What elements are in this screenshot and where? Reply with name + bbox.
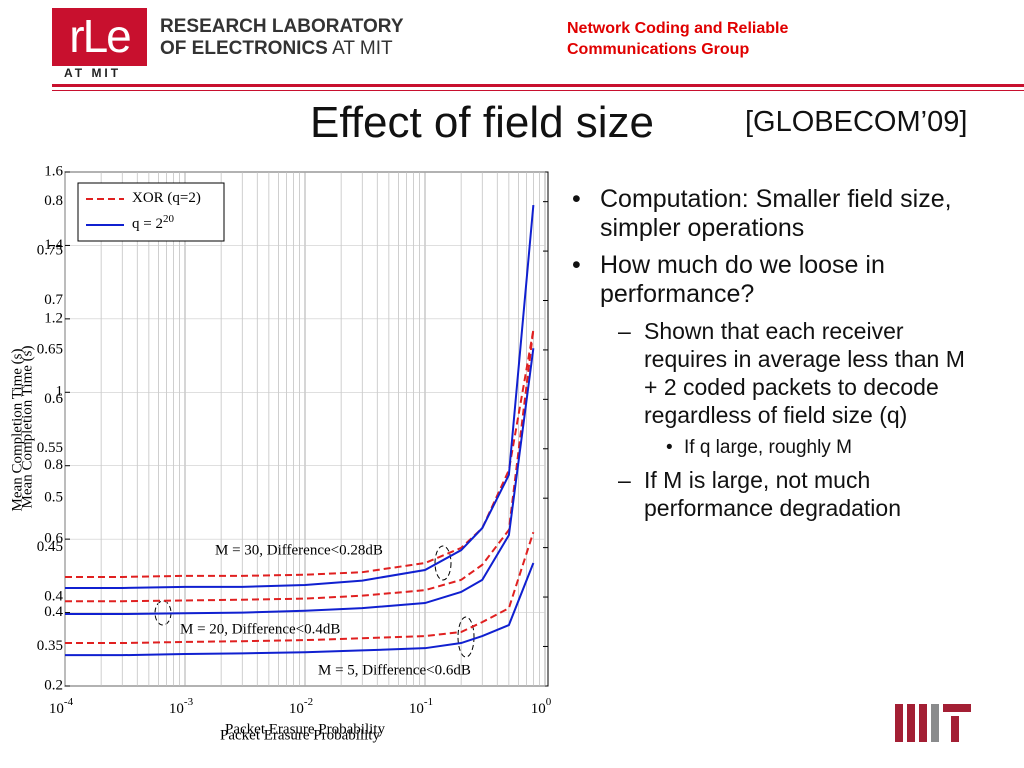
y2-tick-label: 0.45 <box>37 539 63 555</box>
bullet: If M is large, not much performance degr… <box>560 466 980 522</box>
logo-sub: AT MIT <box>64 66 122 80</box>
legend-label: q = 220 <box>132 213 174 233</box>
x-tick-exponent: -2 <box>304 696 313 708</box>
series-line <box>65 329 535 603</box>
series-line <box>65 562 535 657</box>
legend-label: XOR (q=2) <box>132 190 201 206</box>
slide-title: Effect of field size <box>310 98 655 147</box>
y2-tick-label: 0.8 <box>44 193 63 209</box>
y-tick-label: 1.2 <box>44 310 63 326</box>
lab-line1: RESEARCH LABORATORY <box>160 16 404 37</box>
x-tick-exponent: -1 <box>424 696 433 708</box>
y2-tick-label: 0.4 <box>44 588 63 604</box>
x-axis-label: Packet Erasure Probability <box>220 727 380 743</box>
header-rule <box>52 84 1024 87</box>
header-rule-thin <box>52 90 1024 91</box>
y-tick-label: 1.4 <box>44 237 63 253</box>
x-tick-label: 10-1 <box>409 696 433 718</box>
bullet: Computation: Smaller field size, simpler… <box>560 185 980 243</box>
x-tick-base: 10 <box>289 701 304 717</box>
x-tick-base: 10 <box>49 701 64 717</box>
group-line2: Communications Group <box>567 41 750 58</box>
y2-tick-label: 0.5 <box>44 490 63 506</box>
callout-ellipse <box>457 616 475 658</box>
chart: 10-4 10-3 10-2 10-1 1000.20.40.60.811.21.41.… <box>9 163 552 743</box>
y2-tick-label: 0.75 <box>37 243 63 259</box>
bullet: If q large, roughly M <box>560 435 980 460</box>
logo-text: rLe <box>69 10 131 62</box>
y-tick-label: 1.6 <box>44 163 63 179</box>
series-line <box>65 531 535 645</box>
x-tick-base: 10 <box>409 701 424 717</box>
lab-line2-suffix: AT MIT <box>332 38 393 59</box>
bullet-list: Computation: Smaller field size, simpler… <box>560 185 980 528</box>
series-line <box>65 204 535 589</box>
y2-tick-label: 0.6 <box>44 391 63 407</box>
lab-line2: OF ELECTRONICS AT MIT <box>160 38 393 60</box>
logo-box: rLe <box>52 8 147 66</box>
group-line1: Network Coding and Reliable <box>567 20 789 37</box>
legend-name: XOR (q=2) <box>132 190 201 206</box>
y2-tick-label: 0.65 <box>37 341 63 357</box>
legend-name: q = 2 <box>132 216 163 232</box>
y-tick-label: 0.4 <box>44 604 63 620</box>
y2-tick-label: 0.7 <box>44 292 63 308</box>
bullet: How much do we loose in performance? <box>560 251 980 309</box>
y-tick-label: 0.2 <box>44 677 63 693</box>
bullet: Shown that each receiver requires in ave… <box>560 317 980 429</box>
group-name: Network Coding and Reliable Communication… <box>567 18 788 60</box>
y-axis-label: Mean Completion Time (s) <box>9 349 25 512</box>
lab-line2-text: OF ELECTRONICS <box>160 38 328 59</box>
x-tick-label: 10-3 <box>169 696 194 718</box>
title-ref: [GLOBECOM’09] <box>745 106 968 138</box>
annotation: M = 5, Difference<0.6dB <box>318 662 471 678</box>
mit-logo <box>895 704 971 742</box>
y-tick-label: 0.6 <box>44 531 63 547</box>
x-tick-label: 100 <box>531 696 552 718</box>
y-axis-label: Mean Completion Time (s) <box>19 346 35 509</box>
x-tick-label: 10-4 <box>49 696 74 718</box>
y2-tick-label: 0.35 <box>37 638 63 654</box>
y2-tick-label: 0.55 <box>37 440 63 456</box>
annotation: M = 30, Difference<0.28dB <box>215 542 383 558</box>
x-tick-base: 10 <box>531 701 546 717</box>
x-tick-exponent: 0 <box>546 696 552 708</box>
x-tick-label: 10-2 <box>289 696 313 718</box>
x-tick-base: 10 <box>169 701 184 717</box>
x-tick-exponent: -3 <box>184 696 194 708</box>
y-tick-label: 0.8 <box>44 457 63 473</box>
series-line <box>65 348 535 616</box>
x-tick-exponent: -4 <box>64 696 74 708</box>
y-tick-label: 1 <box>56 384 64 400</box>
legend-box <box>77 182 225 242</box>
x-axis-label: Packet Erasure Probability <box>225 721 385 737</box>
annotation: M = 20, Difference<0.4dB <box>180 621 340 637</box>
legend-exponent: 20 <box>163 213 175 225</box>
callout-ellipse <box>434 545 452 581</box>
series-line <box>65 329 535 578</box>
